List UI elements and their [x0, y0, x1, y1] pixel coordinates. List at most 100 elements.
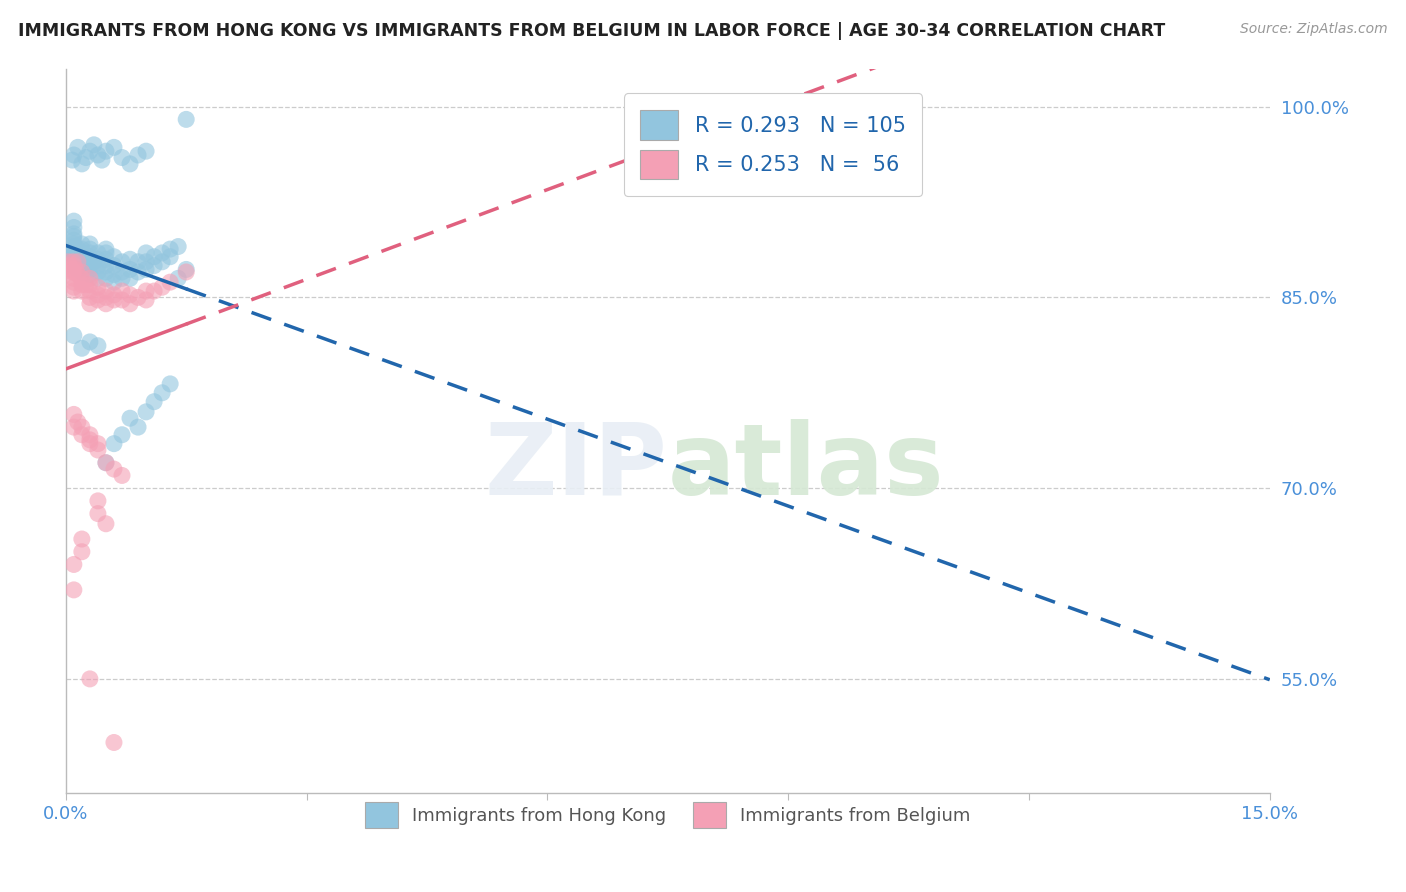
Point	[94, 144, 117, 158]
Point	[63, 229, 86, 244]
Point	[63, 242, 86, 256]
Point	[118, 252, 141, 267]
Point	[79, 271, 101, 285]
Point	[94, 284, 117, 298]
Point	[150, 385, 173, 400]
Point	[63, 558, 86, 572]
Point	[63, 265, 86, 279]
Point	[103, 288, 125, 302]
Point	[94, 297, 117, 311]
Point	[111, 468, 134, 483]
Point	[63, 328, 86, 343]
Point	[63, 227, 86, 241]
Point	[66, 268, 89, 282]
Point	[118, 411, 141, 425]
Point	[63, 233, 86, 247]
Point	[135, 246, 157, 260]
Point	[87, 246, 110, 260]
Point	[94, 516, 117, 531]
Text: atlas: atlas	[668, 418, 945, 516]
Text: Source: ZipAtlas.com: Source: ZipAtlas.com	[1240, 22, 1388, 37]
Point	[87, 280, 110, 294]
Point	[159, 242, 181, 256]
Point	[70, 532, 93, 546]
Point	[58, 246, 80, 260]
Point	[103, 735, 125, 749]
Point	[87, 148, 110, 162]
Point	[75, 250, 97, 264]
Point	[143, 259, 166, 273]
Point	[79, 334, 101, 349]
Point	[79, 672, 101, 686]
Point	[111, 427, 134, 442]
Point	[135, 262, 157, 277]
Point	[127, 420, 149, 434]
Point	[58, 250, 80, 264]
Point	[127, 255, 149, 269]
Point	[83, 255, 105, 269]
Point	[70, 271, 93, 285]
Point	[63, 246, 86, 260]
Point	[135, 293, 157, 307]
Point	[94, 259, 117, 273]
Point	[127, 148, 149, 162]
Point	[94, 456, 117, 470]
Point	[56, 255, 79, 269]
Text: IMMIGRANTS FROM HONG KONG VS IMMIGRANTS FROM BELGIUM IN LABOR FORCE | AGE 30-34 : IMMIGRANTS FROM HONG KONG VS IMMIGRANTS …	[18, 22, 1166, 40]
Point	[79, 262, 101, 277]
Point	[70, 545, 93, 559]
Point	[87, 339, 110, 353]
Point	[87, 436, 110, 450]
Point	[63, 148, 86, 162]
Point	[60, 252, 83, 267]
Point	[118, 288, 141, 302]
Point	[94, 290, 117, 304]
Point	[79, 255, 101, 269]
Point	[70, 265, 93, 279]
Point	[159, 275, 181, 289]
Point	[174, 262, 197, 277]
Point	[87, 265, 110, 279]
Point	[135, 144, 157, 158]
Point	[79, 237, 101, 252]
Point	[70, 420, 93, 434]
Point	[79, 268, 101, 282]
Point	[79, 250, 101, 264]
Point	[60, 250, 83, 264]
Point	[63, 408, 86, 422]
Point	[87, 288, 110, 302]
Point	[59, 255, 82, 269]
Point	[63, 250, 86, 264]
Point	[62, 255, 84, 269]
Point	[79, 433, 101, 447]
Point	[87, 259, 110, 273]
Point	[79, 259, 101, 273]
Point	[143, 394, 166, 409]
Point	[118, 271, 141, 285]
Point	[87, 507, 110, 521]
Point	[94, 242, 117, 256]
Point	[94, 252, 117, 267]
Point	[118, 157, 141, 171]
Point	[135, 405, 157, 419]
Point	[87, 252, 110, 267]
Point	[111, 255, 134, 269]
Point	[79, 242, 101, 256]
Point	[103, 293, 125, 307]
Point	[79, 290, 101, 304]
Point	[63, 237, 86, 252]
Point	[111, 265, 134, 279]
Point	[63, 220, 86, 235]
Legend: Immigrants from Hong Kong, Immigrants from Belgium: Immigrants from Hong Kong, Immigrants fr…	[357, 795, 977, 835]
Point	[174, 265, 197, 279]
Point	[118, 297, 141, 311]
Point	[63, 239, 86, 253]
Point	[174, 112, 197, 127]
Point	[159, 250, 181, 264]
Point	[90, 153, 112, 167]
Point	[63, 259, 86, 273]
Point	[75, 259, 97, 273]
Point	[167, 271, 190, 285]
Point	[75, 151, 97, 165]
Point	[94, 271, 117, 285]
